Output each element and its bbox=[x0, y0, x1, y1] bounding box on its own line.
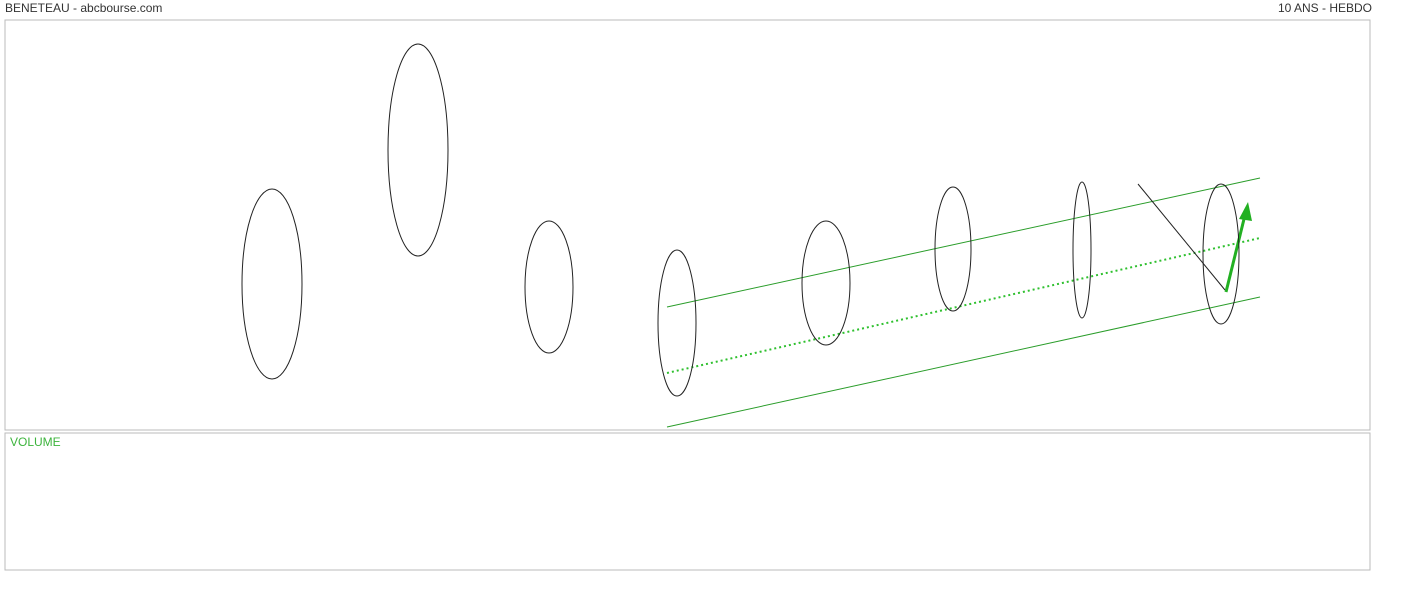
channel-upper bbox=[666, 177, 1261, 308]
ellipse bbox=[241, 188, 303, 380]
arrow-shaft bbox=[1224, 214, 1247, 293]
price-frame bbox=[4, 19, 1371, 431]
arrow-head bbox=[1239, 202, 1252, 221]
volume-frame bbox=[4, 432, 1371, 571]
ellipse bbox=[524, 220, 574, 354]
volume-title: VOLUME bbox=[10, 435, 61, 449]
ellipse bbox=[387, 43, 449, 257]
channel-lower bbox=[666, 296, 1261, 428]
ellipse bbox=[801, 220, 851, 346]
ellipse bbox=[1202, 183, 1240, 325]
chart-title: BENETEAU - abcbourse.com bbox=[5, 1, 162, 15]
downtrend-line bbox=[1137, 183, 1226, 291]
drawings bbox=[241, 43, 1261, 428]
ellipse bbox=[1072, 181, 1092, 319]
chart-subtitle: 10 ANS - HEBDO bbox=[1278, 1, 1372, 15]
channel-middle bbox=[666, 237, 1261, 374]
ellipse bbox=[934, 186, 972, 312]
ellipse bbox=[657, 249, 697, 397]
